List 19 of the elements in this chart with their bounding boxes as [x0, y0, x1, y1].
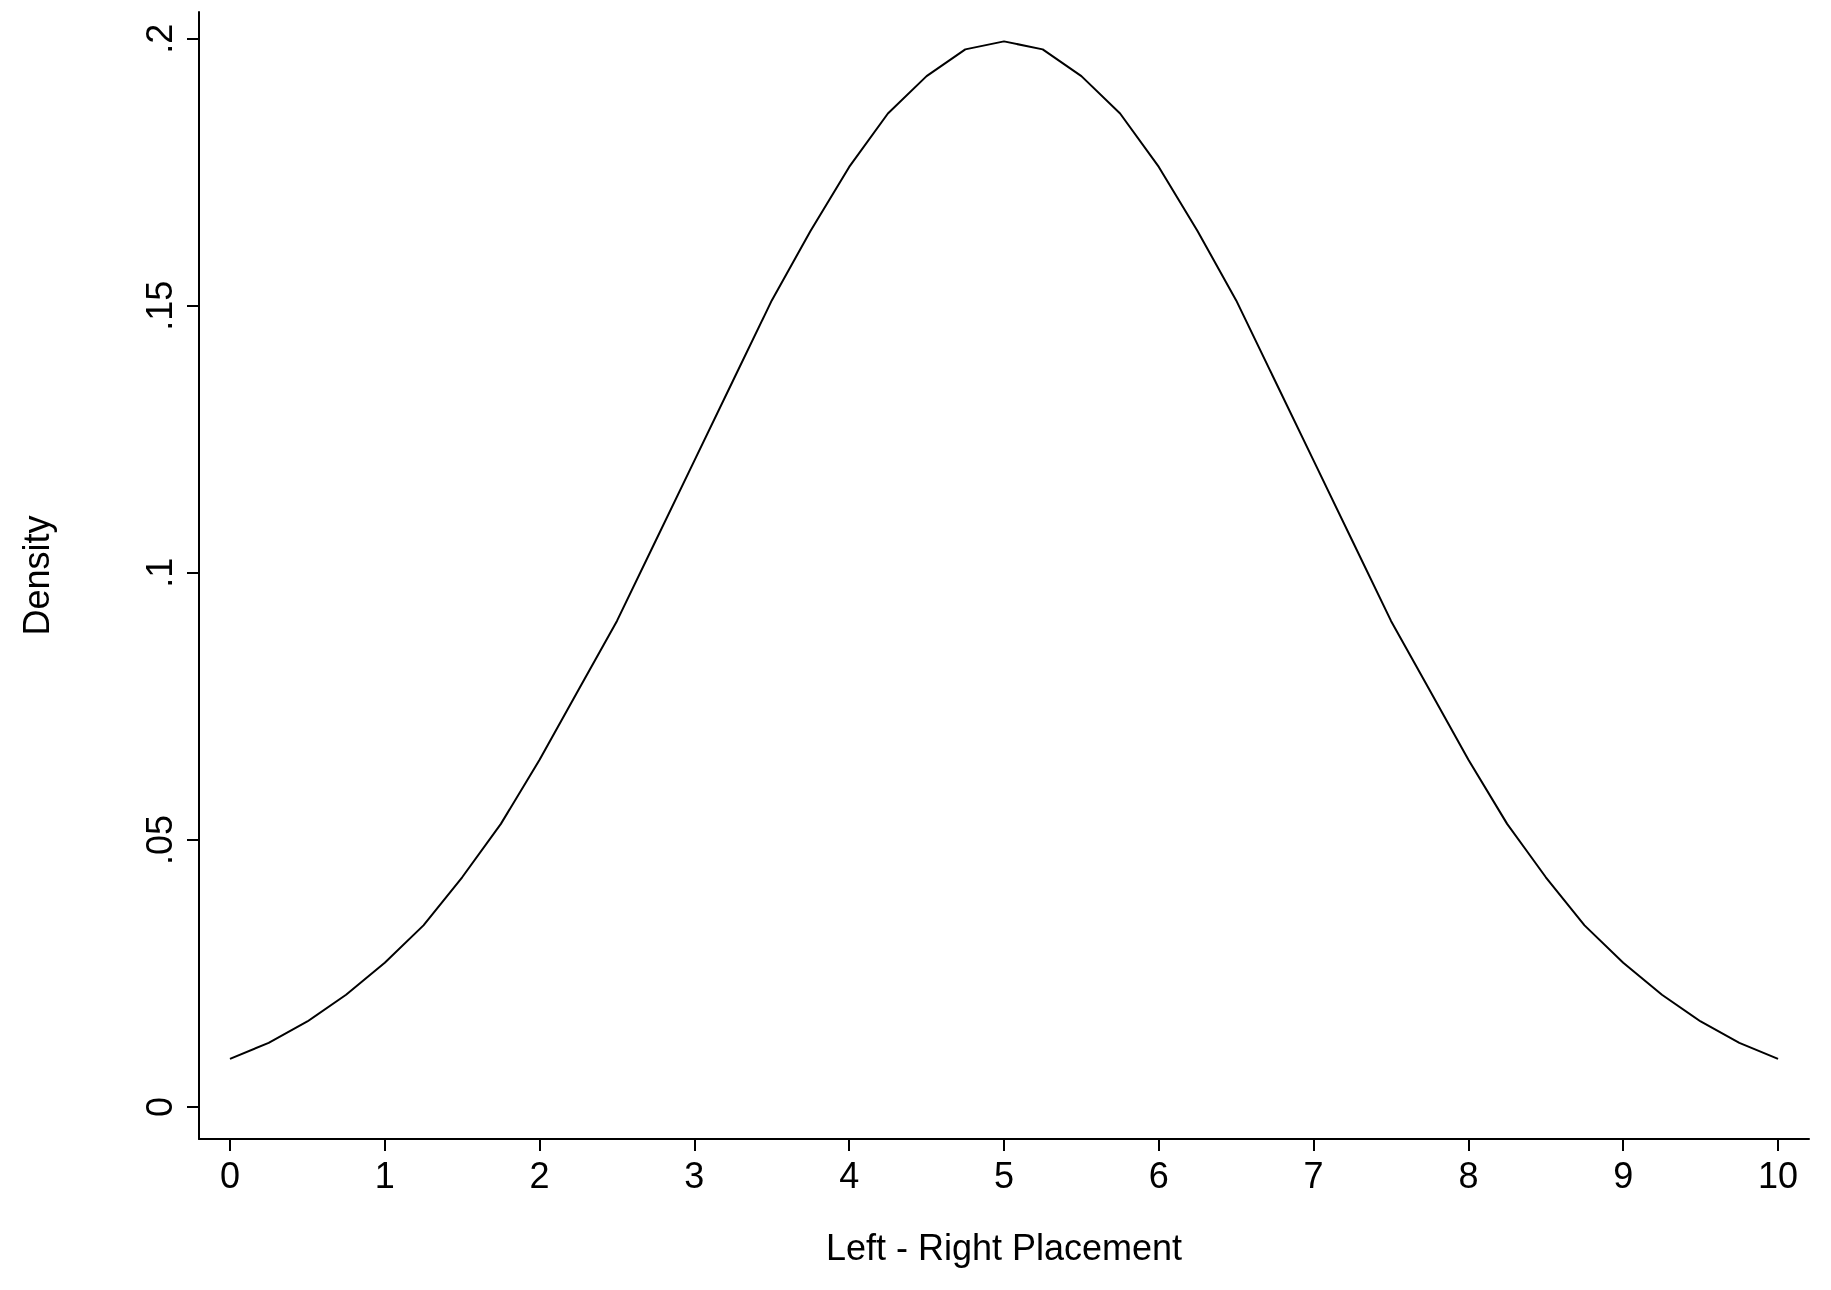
- y-tick-label: .05: [138, 814, 180, 865]
- line-series: [228, 40, 1780, 1060]
- y-tick-label: 0: [138, 1096, 180, 1117]
- y-axis-title: Density: [15, 515, 57, 636]
- x-axis-title: Left - Right Placement: [825, 1226, 1183, 1268]
- x-tick-label: 5: [993, 1154, 1015, 1196]
- y-tick-label: .2: [138, 23, 180, 54]
- x-tick-label: 0: [219, 1154, 240, 1196]
- x-tick-label: 9: [1613, 1154, 1634, 1196]
- x-tick-label: 7: [1303, 1154, 1324, 1196]
- x-tick-label: 4: [839, 1154, 860, 1196]
- x-tick-label: 3: [684, 1154, 705, 1196]
- x-tick-label: 8: [1458, 1154, 1479, 1196]
- x-tick-label: 10: [1758, 1154, 1799, 1196]
- y-tick-label: .1: [138, 557, 180, 588]
- x-tick-label: 1: [374, 1154, 395, 1196]
- x-tick-label: 6: [1148, 1154, 1169, 1196]
- x-tick-label: 2: [529, 1154, 550, 1196]
- y-tick-label: .15: [138, 280, 180, 331]
